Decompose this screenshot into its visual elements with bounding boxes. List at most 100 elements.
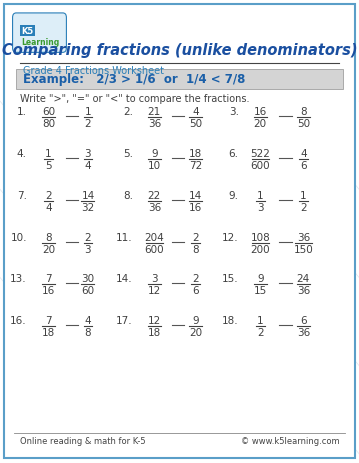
Text: 9.: 9. [229,190,239,200]
Text: 36: 36 [297,286,310,296]
Text: 150: 150 [293,244,313,254]
Text: 7: 7 [45,315,52,325]
Text: 16: 16 [42,286,55,296]
Text: 22: 22 [148,190,161,200]
Text: 17.: 17. [116,315,133,325]
Text: 9: 9 [192,315,199,325]
Text: 7.: 7. [17,190,27,200]
Text: 16: 16 [189,202,202,213]
Text: K5: K5 [22,27,34,36]
Text: 8: 8 [192,244,199,254]
Text: 9: 9 [257,274,264,284]
Text: 522: 522 [250,149,270,159]
Text: 2: 2 [257,327,264,338]
Text: Comparing fractions (unlike denominators): Comparing fractions (unlike denominators… [2,43,357,58]
Text: 9: 9 [151,149,158,159]
Text: © www.k5learning.com: © www.k5learning.com [241,436,339,445]
Text: 1: 1 [257,190,264,200]
Text: 50: 50 [297,119,310,129]
Text: 4: 4 [300,149,307,159]
Text: 3: 3 [85,149,91,159]
Text: 50: 50 [189,119,202,129]
Text: 5: 5 [45,161,52,171]
Text: 36: 36 [148,202,161,213]
Text: 3.: 3. [229,107,239,117]
Text: 10.: 10. [10,232,27,242]
Text: Example:   2/3 > 1/6  or  1/4 < 7/8: Example: 2/3 > 1/6 or 1/4 < 7/8 [23,73,246,86]
Text: 1: 1 [45,149,52,159]
Text: 4: 4 [192,107,199,117]
Text: 60: 60 [81,286,94,296]
Text: 2: 2 [85,232,91,242]
Text: 1.: 1. [17,107,27,117]
Text: 36: 36 [297,327,310,338]
Text: 2: 2 [192,232,199,242]
Text: 14: 14 [81,190,94,200]
Text: 18.: 18. [222,315,239,325]
FancyBboxPatch shape [13,14,66,53]
Text: 108: 108 [250,232,270,242]
Text: 24: 24 [297,274,310,284]
Text: 12.: 12. [222,232,239,242]
Text: 16.: 16. [10,315,27,325]
Text: 18: 18 [189,149,202,159]
Text: 600: 600 [251,161,270,171]
FancyBboxPatch shape [4,5,355,458]
Text: 8: 8 [85,327,91,338]
Text: 2: 2 [192,274,199,284]
Text: 80: 80 [42,119,55,129]
Text: 12: 12 [148,286,161,296]
Text: 3: 3 [151,274,158,284]
Text: 2: 2 [300,202,307,213]
Text: 4: 4 [45,202,52,213]
Text: 15: 15 [254,286,267,296]
Text: 20: 20 [189,327,202,338]
Text: 13.: 13. [10,274,27,284]
Text: 16: 16 [254,107,267,117]
Text: 15.: 15. [222,274,239,284]
Text: 14: 14 [189,190,202,200]
Text: 6: 6 [300,161,307,171]
Text: Write ">", "=" or "<" to compare the fractions.: Write ">", "=" or "<" to compare the fra… [20,94,249,104]
Text: Learning: Learning [22,38,60,47]
Text: 60: 60 [42,107,55,117]
Text: Online reading & math for K-5: Online reading & math for K-5 [20,436,145,445]
Text: 4.: 4. [17,149,27,159]
Text: 18: 18 [148,327,161,338]
Text: 21: 21 [148,107,161,117]
Text: 200: 200 [251,244,270,254]
Text: 10: 10 [148,161,161,171]
Text: 36: 36 [148,119,161,129]
Text: 32: 32 [81,202,94,213]
Text: 20: 20 [42,244,55,254]
Text: 3: 3 [85,244,91,254]
Text: 4: 4 [85,161,91,171]
Text: 8.: 8. [123,190,133,200]
Text: 1: 1 [300,190,307,200]
Text: 2.: 2. [123,107,133,117]
Text: 7: 7 [45,274,52,284]
Text: 2: 2 [45,190,52,200]
Text: 6: 6 [300,315,307,325]
Text: 5.: 5. [123,149,133,159]
Text: 30: 30 [81,274,94,284]
Text: 18: 18 [42,327,55,338]
Text: 72: 72 [189,161,202,171]
FancyBboxPatch shape [16,69,343,90]
Text: 6: 6 [192,286,199,296]
Text: 1: 1 [257,315,264,325]
Text: 12: 12 [148,315,161,325]
Text: 11.: 11. [116,232,133,242]
Text: Grade 4 Fractions Worksheet: Grade 4 Fractions Worksheet [23,66,164,76]
Text: 6.: 6. [229,149,239,159]
Text: 14.: 14. [116,274,133,284]
Text: 36: 36 [297,232,310,242]
Text: 8: 8 [300,107,307,117]
Text: 4: 4 [85,315,91,325]
Text: 20: 20 [254,119,267,129]
Text: 600: 600 [145,244,164,254]
Text: 1: 1 [85,107,91,117]
Text: 2: 2 [85,119,91,129]
Text: 204: 204 [144,232,164,242]
Text: 8: 8 [45,232,52,242]
